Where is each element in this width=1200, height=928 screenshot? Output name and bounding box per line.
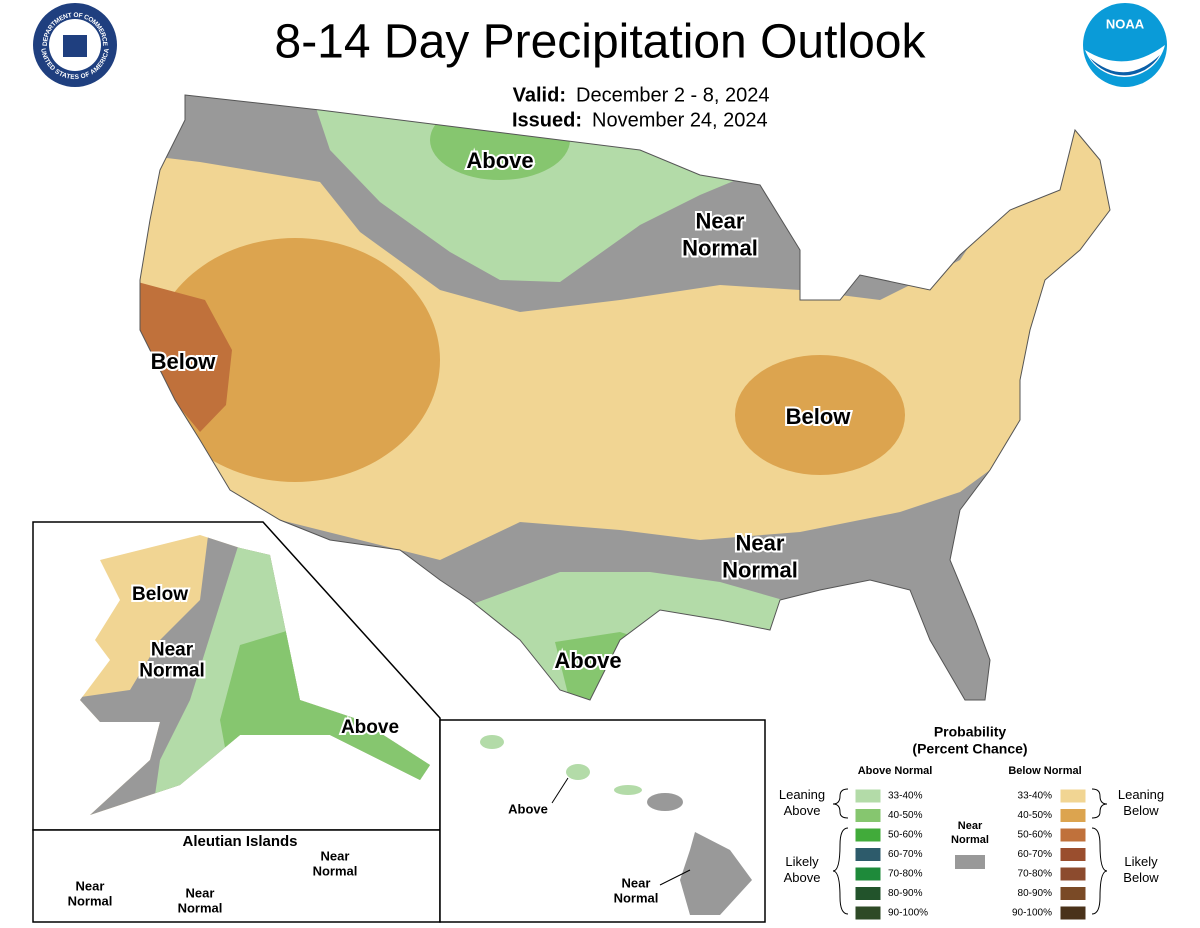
label: Above — [554, 648, 621, 673]
region — [150, 238, 440, 482]
region — [566, 764, 590, 780]
swatch — [854, 866, 882, 882]
label: Probability — [934, 724, 1007, 740]
label: Near Normal — [313, 849, 358, 879]
label: 50-60% — [888, 830, 923, 841]
label: 80-90% — [888, 888, 923, 899]
label: Above Normal — [858, 765, 933, 777]
bracket — [832, 827, 849, 915]
swatch — [1059, 866, 1087, 882]
label: Likely Below — [1123, 854, 1159, 885]
label: Near Normal — [614, 876, 659, 906]
swatch — [1059, 905, 1087, 921]
label: Below — [132, 584, 188, 605]
label: 33-40% — [888, 791, 923, 802]
label: 80-90% — [1018, 888, 1053, 899]
commerce-seal: DEPARTMENT OF COMMERCE UNITED STATES OF … — [33, 3, 117, 87]
label: Near Normal — [139, 640, 204, 682]
region — [470, 572, 790, 700]
label: 60-70% — [1018, 849, 1053, 860]
noaa-logo: NOAA — [1083, 3, 1167, 87]
swatch-near — [955, 855, 985, 869]
label: 33-40% — [1018, 791, 1053, 802]
valid-date: December 2 - 8, 2024 — [576, 84, 769, 106]
bracket — [832, 788, 849, 819]
swatch — [854, 905, 882, 921]
label: Below — [151, 349, 217, 374]
leader — [551, 777, 569, 804]
region — [735, 355, 905, 475]
aleutian-inset — [32, 829, 441, 923]
issued-label: Issued: — [512, 109, 582, 131]
label: 50-60% — [1018, 830, 1053, 841]
title: 8-14 Day Precipitation Outlook — [275, 16, 927, 69]
swatch — [854, 847, 882, 862]
region — [614, 785, 642, 795]
swatch — [1059, 886, 1087, 901]
label: Near Normal — [68, 879, 113, 909]
region — [480, 735, 504, 749]
swatch — [1059, 808, 1087, 823]
valid-label: Valid: — [513, 84, 566, 106]
label: Leaning Below — [1118, 787, 1164, 818]
swatch — [1059, 847, 1087, 862]
leader — [659, 869, 691, 886]
label: 70-80% — [888, 869, 923, 880]
swatch — [854, 886, 882, 901]
label: 70-80% — [1018, 869, 1053, 880]
label: Above — [508, 801, 548, 816]
header: 8-14 Day Precipitation Outlook Valid: De… — [275, 16, 927, 132]
label: Leaning Above — [779, 787, 825, 818]
issued-date: November 24, 2024 — [592, 109, 768, 131]
label: Near Normal — [951, 820, 989, 846]
label: Below — [786, 404, 852, 429]
swatch — [854, 788, 882, 804]
label: Near Normal — [722, 530, 798, 582]
region — [140, 280, 232, 432]
region — [647, 793, 683, 811]
label: 60-70% — [888, 849, 923, 860]
label: Near Normal — [178, 886, 223, 916]
label: 90-100% — [1012, 908, 1052, 919]
label: Above — [466, 148, 533, 173]
label: 40-50% — [888, 810, 923, 821]
label: Aleutian Islands — [182, 833, 297, 850]
swatch — [1059, 827, 1087, 843]
swatch — [854, 827, 882, 843]
region — [680, 832, 752, 915]
label: Below Normal — [1008, 765, 1081, 777]
labels: Above Near Normal Below Below Near Normal Above… — [66, 146, 853, 918]
label: Near Normal — [682, 208, 758, 260]
hawaii — [480, 735, 752, 915]
label: Above — [341, 717, 399, 738]
bracket — [1091, 827, 1108, 915]
legend: Probability(Percent Chance) Above Normal B… — [779, 724, 1164, 921]
label: 40-50% — [1018, 810, 1053, 821]
noaa-text: NOAA — [1106, 16, 1145, 31]
label: 90-100% — [888, 908, 928, 919]
bracket — [1091, 788, 1108, 819]
swatch — [854, 808, 882, 823]
swatch — [1059, 788, 1087, 804]
label: Likely Above — [784, 854, 821, 885]
label: (Percent Chance) — [912, 741, 1027, 757]
